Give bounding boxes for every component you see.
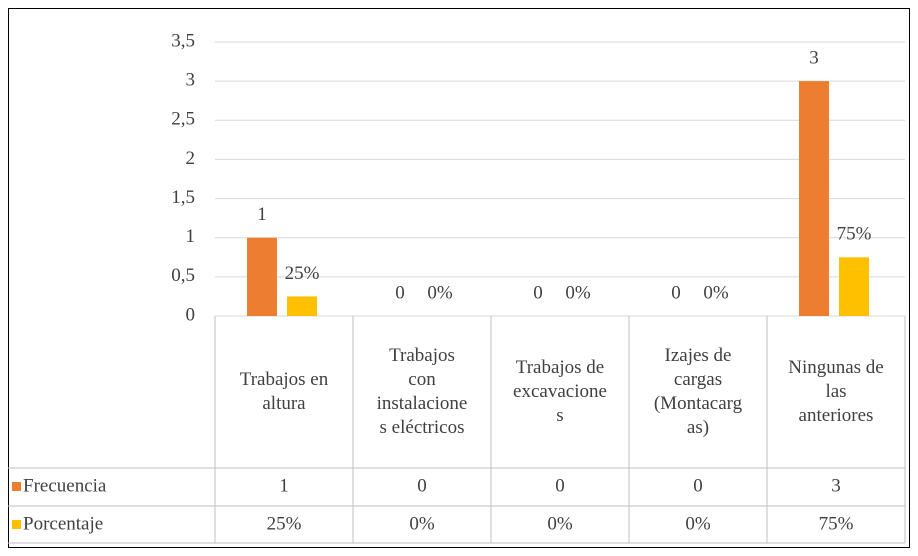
data-label: 0: [395, 282, 405, 303]
y-tick-label: 3,5: [171, 30, 195, 51]
table-value: 75%: [819, 513, 854, 534]
bar: [839, 257, 869, 316]
y-tick-label: 0: [186, 304, 196, 325]
table-value: 0: [417, 475, 427, 496]
y-tick-label: 0,5: [171, 265, 195, 286]
table-value: 0%: [409, 513, 435, 534]
x-category-cell: Trabajos de excavaciones: [491, 316, 629, 468]
table-value: 1: [279, 475, 289, 496]
table-value: 0: [693, 475, 703, 496]
x-category-cell: Izajes de cargas (Montacargas): [629, 316, 767, 468]
chart-border: [8, 8, 910, 548]
x-category-cell: Trabajos con instalaciones eléctricos: [353, 316, 491, 468]
y-tick-label: 3: [186, 70, 196, 91]
x-tick-label: Ningunas de las anteriores: [788, 357, 884, 426]
y-tick-label: 1,5: [171, 187, 195, 208]
x-tick-label: Izajes de cargas (Montacargas): [653, 345, 743, 438]
x-category-cell: Ningunas de las anteriores: [767, 316, 905, 468]
bar: [799, 81, 829, 317]
data-label: 0: [533, 282, 543, 303]
legend-key: [12, 520, 21, 529]
bar: [287, 296, 317, 316]
x-tick-label: Trabajos de excavaciones: [513, 357, 607, 426]
x-tick-label: Trabajos con instalaciones eléctricos: [376, 345, 468, 438]
legend-label: Frecuencia: [23, 475, 107, 496]
x-tick-label: Trabajos en altura: [239, 369, 329, 414]
y-tick-label: 2: [186, 148, 196, 169]
data-label: 0%: [427, 282, 453, 303]
table-value: 0%: [547, 513, 573, 534]
table-value: 0%: [685, 513, 711, 534]
data-label: 25%: [285, 263, 320, 284]
x-category-cell: Trabajos en altura: [215, 316, 353, 468]
table-value: 0: [555, 475, 565, 496]
y-tick-label: 1: [186, 226, 196, 247]
table-value: 25%: [267, 513, 302, 534]
data-label: 0%: [703, 282, 729, 303]
data-label: 3: [809, 48, 819, 69]
legend-key: [12, 482, 21, 491]
data-label: 0: [671, 282, 681, 303]
legend-label: Porcentaje: [23, 513, 103, 534]
data-label: 1: [257, 204, 267, 225]
data-label: 0%: [565, 282, 591, 303]
bar: [247, 237, 277, 316]
y-tick-label: 2,5: [171, 109, 195, 130]
data-label: 75%: [837, 224, 872, 245]
table-value: 3: [831, 475, 841, 496]
